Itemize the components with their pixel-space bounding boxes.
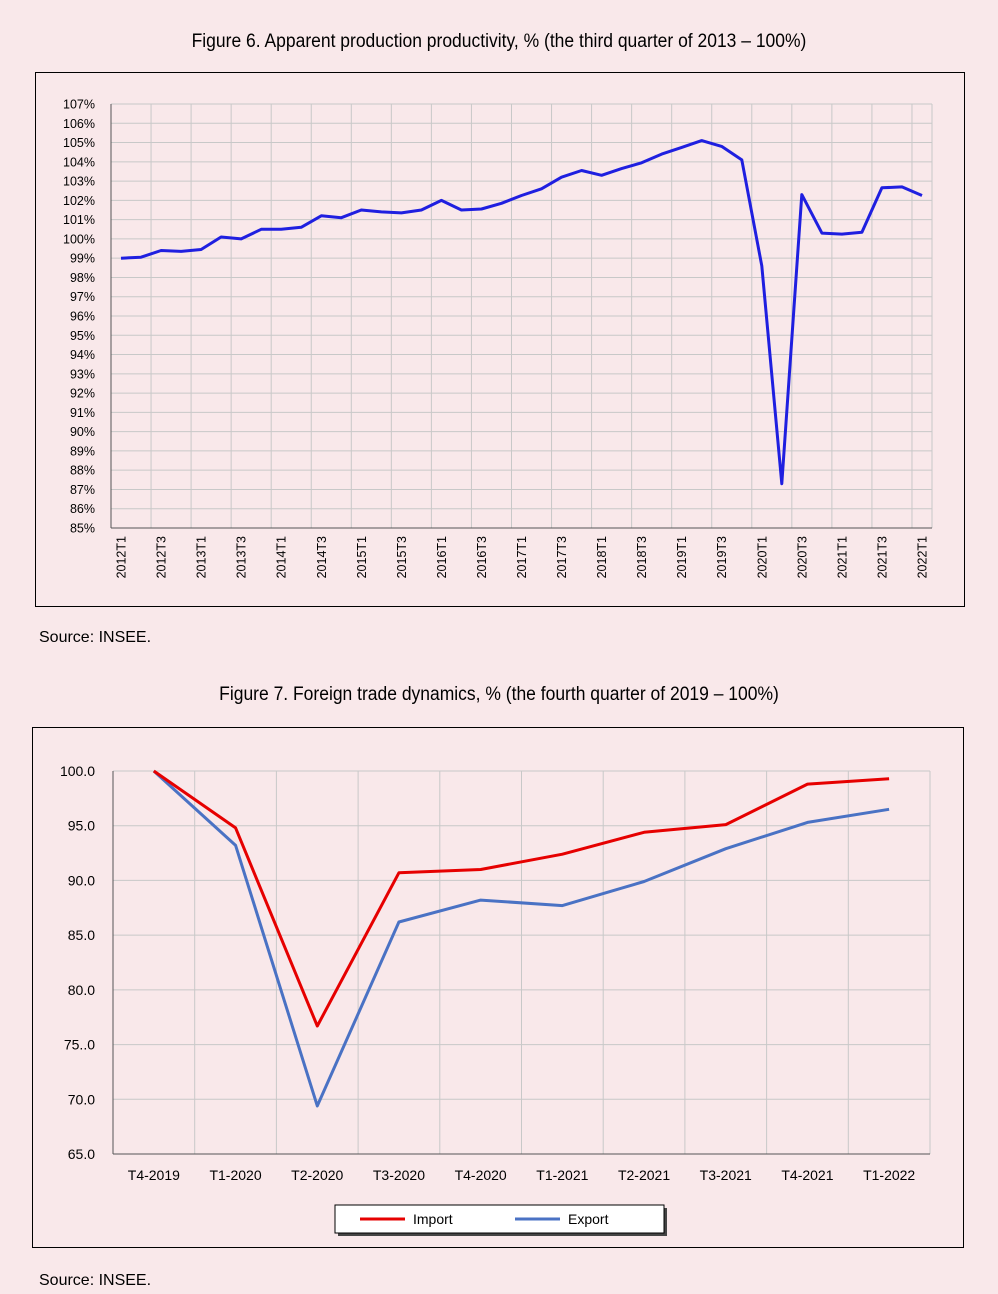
- y-tick-label: 104%: [63, 155, 95, 169]
- y-tick-label: 101%: [63, 213, 95, 227]
- x-tick-label: T2-2020: [291, 1167, 343, 1183]
- x-tick-label: 2021T1: [835, 536, 849, 578]
- y-tick-label: 100%: [63, 232, 95, 246]
- x-tick-label: 2015T3: [395, 536, 409, 578]
- y-tick-label: 85%: [70, 522, 95, 536]
- y-tick-label: 80.0: [68, 982, 95, 998]
- legend-label-import: Import: [413, 1211, 453, 1227]
- y-tick-label: 65.0: [68, 1146, 95, 1162]
- x-tick-label: 2017T1: [515, 536, 529, 578]
- x-tick-label: T1-2021: [536, 1167, 588, 1183]
- y-tick-label: 75..0: [64, 1037, 95, 1053]
- y-tick-label: 90%: [70, 425, 95, 439]
- x-tick-label: T4-2020: [455, 1167, 507, 1183]
- x-tick-label: 2013T1: [195, 536, 209, 578]
- x-tick-label: 2022T1: [915, 536, 929, 578]
- export-series-line: [152, 769, 890, 1108]
- figure-6-title: Figure 6. Apparent production productivi…: [191, 31, 807, 52]
- x-tick-label: 2020T1: [755, 536, 769, 578]
- x-tick-label: 2013T3: [235, 536, 249, 578]
- y-tick-label: 93%: [70, 367, 95, 381]
- x-tick-label: T1-2020: [209, 1167, 261, 1183]
- figure-7-chart: 65.0 70.0 75..0 80.0 85.0 90.0 95.0 100.0 T4-201…: [60, 763, 931, 1236]
- legend-label-export: Export: [568, 1211, 609, 1227]
- productivity-series-line: [120, 139, 923, 486]
- figure-6-chart: 85% 86% 87% 88% 89% 90% 91% 92% 93% 94% 95% 96% 97% 9…: [63, 98, 933, 578]
- x-tick-label: 2012T3: [155, 536, 169, 578]
- y-tick-label: 97%: [70, 290, 95, 304]
- x-tick-label: T4-2021: [781, 1167, 833, 1183]
- x-tick-label: 2020T3: [795, 536, 809, 578]
- y-tick-label: 99%: [70, 252, 95, 266]
- x-tick-label: 2014T3: [315, 536, 329, 578]
- y-tick-label: 103%: [63, 175, 95, 189]
- x-tick-label: 2016T1: [435, 536, 449, 578]
- x-tick-label: T3-2021: [700, 1167, 752, 1183]
- figure-7-chart-frame: 65.0 70.0 75..0 80.0 85.0 90.0 95.0 100.0 T4-201…: [32, 727, 964, 1248]
- y-tick-label: 106%: [63, 117, 95, 131]
- y-tick-label: 107%: [63, 98, 95, 112]
- y-tick-label: 95.0: [68, 818, 95, 834]
- y-tick-label: 88%: [70, 464, 95, 478]
- x-tick-label: T3-2020: [373, 1167, 425, 1183]
- y-tick-label: 87%: [70, 483, 95, 497]
- figure-7-title: Figure 7. Foreign trade dynamics, % (the…: [219, 684, 779, 705]
- figure-7-source: Source: INSEE.: [39, 1272, 152, 1289]
- y-tick-label: 94%: [70, 348, 95, 362]
- figure-6-source: Source: INSEE.: [39, 629, 152, 646]
- x-tick-label: 2019T1: [675, 536, 689, 578]
- y-tick-label: 85.0: [68, 927, 95, 943]
- x-tick-label: 2017T3: [555, 536, 569, 578]
- x-tick-label: 2018T3: [635, 536, 649, 578]
- x-tick-label: 2015T1: [355, 536, 369, 578]
- x-tick-label: 2016T3: [475, 536, 489, 578]
- y-tick-label: 102%: [63, 194, 95, 208]
- y-tick-label: 86%: [70, 502, 95, 516]
- y-tick-label: 92%: [70, 387, 95, 401]
- x-tick-label: 2012T1: [115, 536, 129, 578]
- y-tick-label: 95%: [70, 329, 95, 343]
- x-tick-label: T2-2021: [618, 1167, 670, 1183]
- x-tick-label: 2019T3: [715, 536, 729, 578]
- x-tick-label: 2021T3: [875, 536, 889, 578]
- import-series-line: [152, 769, 890, 1028]
- y-tick-label: 96%: [70, 310, 95, 324]
- y-tick-label: 91%: [70, 406, 95, 420]
- y-tick-label: 70.0: [68, 1091, 95, 1107]
- x-tick-label: 2018T1: [595, 536, 609, 578]
- y-tick-label: 105%: [63, 136, 95, 150]
- y-tick-label: 100.0: [60, 763, 95, 779]
- x-tick-label: T1-2022: [863, 1167, 915, 1183]
- x-tick-label: 2014T1: [275, 536, 289, 578]
- x-tick-label: T4-2019: [128, 1167, 180, 1183]
- figure-6-chart-frame: 85% 86% 87% 88% 89% 90% 91% 92% 93% 94% 95% 96% 97% 9…: [35, 72, 965, 607]
- y-tick-label: 90.0: [68, 872, 95, 888]
- y-tick-label: 98%: [70, 271, 95, 285]
- y-tick-label: 89%: [70, 444, 95, 458]
